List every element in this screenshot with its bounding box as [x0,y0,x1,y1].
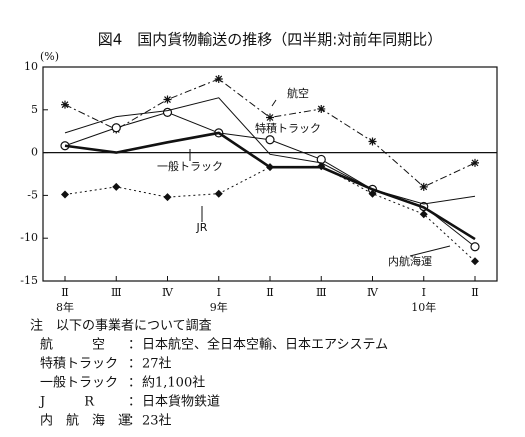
y-unit: (%) [40,50,59,63]
y-tick-label: -5 [27,188,38,201]
series-label: 一般トラック [157,160,223,173]
series-line [64,97,476,205]
y-tick-label: -10 [20,231,38,244]
chart-title: 図4 国内貨物輸送の推移（四半期:対前年同期比） [98,31,443,49]
note-colon: ： [128,338,141,353]
series-label: JR [196,221,208,234]
year-label: 8年 [56,300,74,314]
label-arrow [271,99,277,107]
series-label: 航空 [287,86,309,100]
x-tick-label: Ⅲ [111,286,122,299]
series-line [64,165,476,262]
point [266,163,274,172]
label-arrow [409,245,451,257]
point [368,137,377,146]
point [214,74,223,83]
point [112,182,121,191]
point [111,123,121,133]
note-text: 約1,100社 [142,375,205,391]
point [317,104,326,113]
point [470,242,480,252]
note-label: 内 航 海 運 [40,413,131,429]
y-tick-label: -15 [20,274,38,287]
point [163,95,172,104]
series-label: 内航海運 [388,254,432,268]
note-colon: ： [128,357,141,372]
point [368,189,377,198]
point [61,100,69,109]
point [265,135,275,145]
year-label: 9年 [210,300,228,314]
note-text: 23社 [142,413,172,429]
point [266,113,274,122]
note-label: J R [38,395,95,410]
point [471,257,479,266]
note-text: 日本航空、全日本空輸、日本エアシステム [142,337,388,353]
x-tick-label: Ⅰ [217,286,221,299]
point [61,190,69,199]
note-label: 特積トラック [40,357,118,372]
y-tick-label: 10 [24,60,38,73]
point [163,193,172,202]
note-label: 航 空 [40,337,105,353]
plot-frame [42,66,498,282]
point [214,189,223,198]
note-label: 一般トラック [40,375,118,391]
point [471,158,479,167]
y-tick-label: 0 [31,146,38,159]
x-tick-label: Ⅳ [162,286,174,299]
x-tick-label: Ⅱ [471,286,478,299]
note-text: 日本貨物鉄道 [142,394,220,410]
year-label: 10年 [411,300,436,314]
x-tick-label: Ⅲ [316,286,327,299]
x-tick-label: Ⅱ [266,286,273,299]
note-colon: ： [128,395,141,410]
x-tick-label: Ⅳ [367,286,379,299]
series-line [64,131,476,241]
note-colon: ： [128,414,141,429]
x-tick-label: Ⅱ [61,286,68,299]
series-label: 特積トラック [255,121,321,135]
note-text: 27社 [142,356,172,372]
note-heading: 注 以下の事業者について調査 [30,318,212,334]
point [419,210,428,219]
point [419,182,428,191]
x-tick-label: Ⅰ [422,286,426,299]
y-tick-label: 5 [31,103,38,116]
note-colon: ： [128,376,141,391]
